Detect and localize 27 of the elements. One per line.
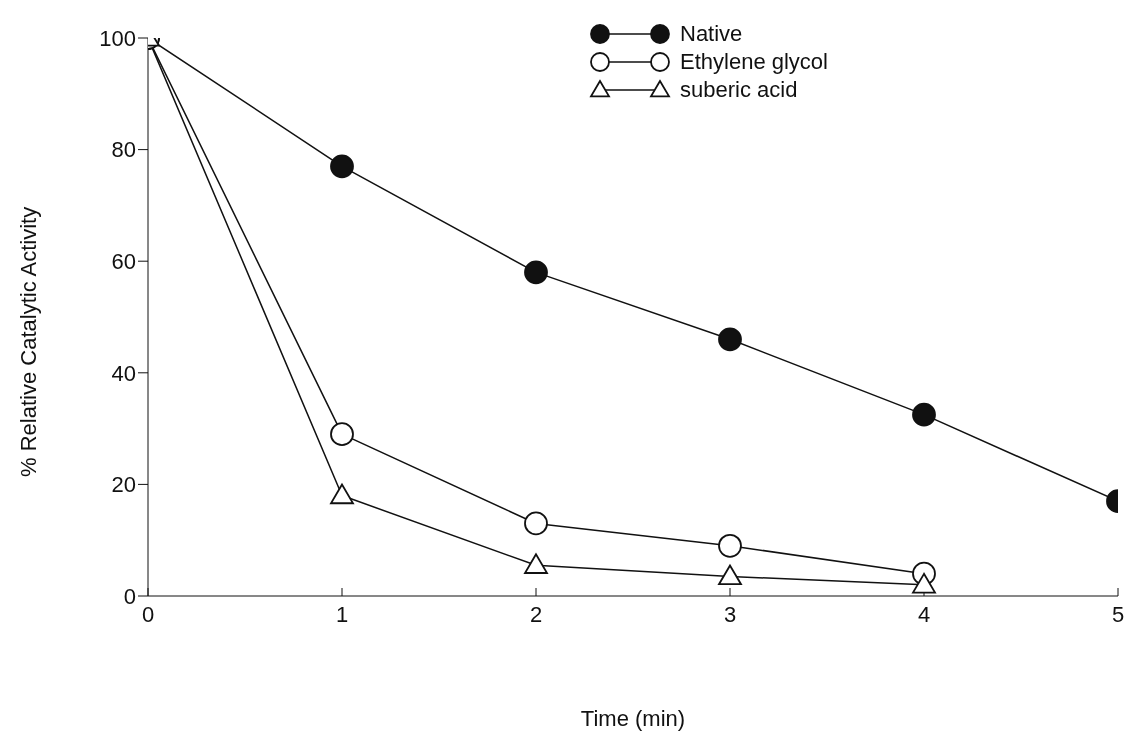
point <box>330 422 354 447</box>
point <box>524 511 548 536</box>
y-tick-label: 0 <box>123 583 136 609</box>
y-tick-label: 20 <box>111 472 136 498</box>
point <box>524 553 548 574</box>
legend-label: suberic acid <box>680 77 798 103</box>
y-axis-title: % Relative Catalytic Activity <box>15 206 41 477</box>
point <box>718 533 742 558</box>
point <box>912 572 936 594</box>
x-tick-label: 3 <box>723 601 737 627</box>
x-tick-label: 4 <box>917 601 931 627</box>
y-tick-label: 80 <box>111 137 136 163</box>
point <box>718 564 742 586</box>
point <box>718 327 742 352</box>
x-tick-label: 1 <box>335 601 349 627</box>
x-tick-label: 2 <box>529 601 543 627</box>
x-axis-title: Time (min) <box>580 706 686 731</box>
y-tick-label: 40 <box>111 360 136 386</box>
x-tick-label: 0 <box>141 601 155 627</box>
point <box>524 260 548 285</box>
point <box>330 483 354 505</box>
x-tick-label: 5 <box>1111 601 1125 627</box>
legend-label: Ethylene glycol <box>680 49 828 75</box>
y-tick-label: 100 <box>99 25 136 51</box>
y-tick-label: 60 <box>111 249 136 275</box>
legend-label: Native <box>680 21 743 47</box>
point <box>912 402 936 427</box>
